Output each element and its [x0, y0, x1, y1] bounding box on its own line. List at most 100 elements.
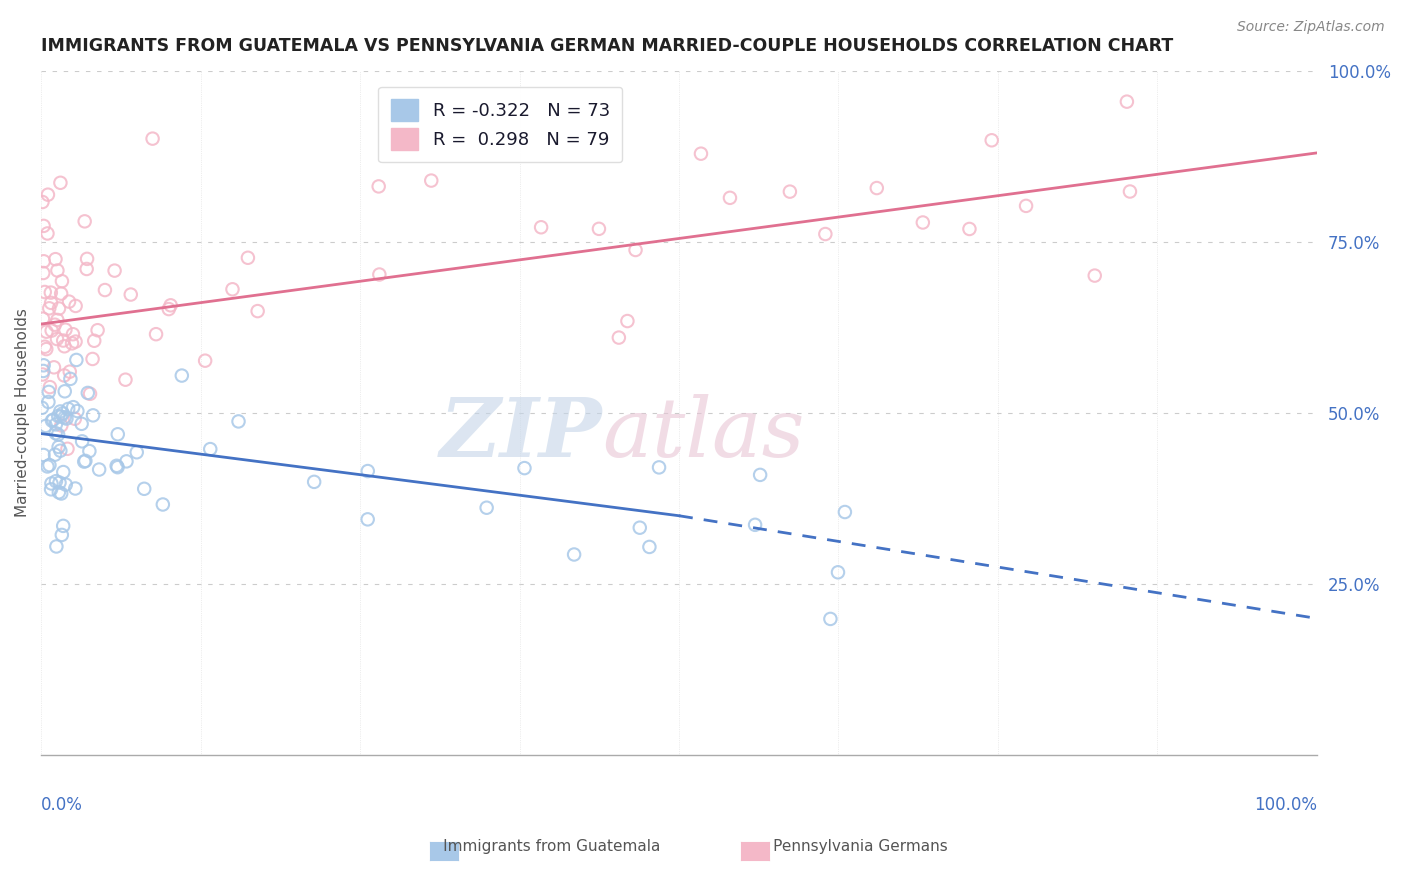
Point [48, 440, 70, 454]
Point [246, 304, 269, 318]
Point [39, 483, 62, 497]
Point [120, 287, 142, 301]
Point [744, 517, 766, 532]
Point [59, 372, 82, 386]
Point [49, 409, 72, 424]
Point [1115, 95, 1137, 109]
Point [49, 286, 72, 301]
Point [690, 146, 713, 161]
Point [48, 475, 70, 490]
Point [420, 173, 443, 187]
Point [46, 263, 69, 277]
Point [34, 285, 56, 299]
Point [73, 214, 96, 228]
Point [34, 419, 56, 434]
Point [562, 548, 585, 562]
Point [48, 301, 70, 316]
Point [62, 327, 84, 342]
Text: Immigrants from Guatemala: Immigrants from Guatemala [409, 838, 659, 854]
Point [86, 323, 108, 337]
Point [51, 528, 73, 542]
Point [49, 404, 72, 418]
Point [44, 318, 66, 332]
Point [49, 443, 72, 458]
Point [32, 359, 55, 373]
Point [45, 474, 67, 488]
Point [367, 179, 389, 194]
Point [79, 444, 101, 458]
Point [31, 368, 53, 382]
Point [46, 409, 69, 423]
Point [357, 512, 380, 526]
Point [103, 263, 125, 277]
Point [76, 252, 98, 266]
Point [66, 404, 89, 418]
Point [31, 401, 53, 415]
Point [94, 283, 117, 297]
Legend: R = -0.322   N = 73, R =  0.298   N = 79: R = -0.322 N = 73, R = 0.298 N = 79 [378, 87, 623, 162]
Point [194, 353, 217, 368]
Point [46, 332, 69, 346]
Point [1084, 268, 1107, 283]
Point [52, 334, 75, 348]
Point [41, 476, 63, 491]
Point [221, 282, 243, 296]
Point [624, 243, 647, 257]
Point [718, 191, 741, 205]
Point [814, 227, 837, 241]
Point [62, 400, 84, 414]
Point [368, 268, 391, 282]
Point [200, 442, 222, 456]
Point [70, 434, 93, 449]
Point [31, 194, 53, 209]
Point [60, 336, 83, 351]
Point [628, 521, 651, 535]
Point [530, 220, 553, 235]
Point [46, 313, 69, 327]
Point [159, 298, 181, 312]
Point [76, 262, 98, 277]
Point [42, 360, 65, 375]
Point [827, 566, 849, 580]
Point [107, 460, 129, 475]
Point [55, 411, 77, 425]
Point [834, 505, 856, 519]
Point [145, 327, 167, 342]
Point [39, 285, 62, 300]
Point [152, 498, 174, 512]
Point [76, 386, 98, 401]
Point [38, 380, 60, 394]
Text: 100.0%: 100.0% [1254, 797, 1317, 814]
Point [83, 334, 105, 348]
Text: ZIP: ZIP [440, 393, 602, 474]
Point [45, 540, 67, 554]
Point [38, 301, 60, 316]
Point [46, 427, 69, 442]
Point [41, 324, 63, 338]
Point [34, 340, 56, 354]
Point [79, 386, 101, 401]
Point [866, 181, 889, 195]
Text: atlas: atlas [602, 393, 804, 474]
Point [58, 401, 80, 416]
Point [52, 407, 75, 421]
Point [41, 414, 63, 428]
Point [53, 384, 76, 399]
Point [65, 482, 87, 496]
Point [38, 458, 60, 472]
Point [35, 325, 58, 339]
Point [911, 215, 934, 229]
Point [65, 299, 87, 313]
Point [357, 464, 380, 478]
Point [513, 461, 536, 475]
Point [648, 460, 671, 475]
Y-axis label: Married-couple Households: Married-couple Households [15, 309, 30, 517]
Point [134, 482, 156, 496]
Point [588, 222, 610, 236]
Point [779, 185, 801, 199]
Point [32, 448, 55, 462]
Point [1015, 199, 1038, 213]
Point [115, 454, 138, 468]
Point [170, 368, 193, 383]
Point [44, 252, 66, 267]
